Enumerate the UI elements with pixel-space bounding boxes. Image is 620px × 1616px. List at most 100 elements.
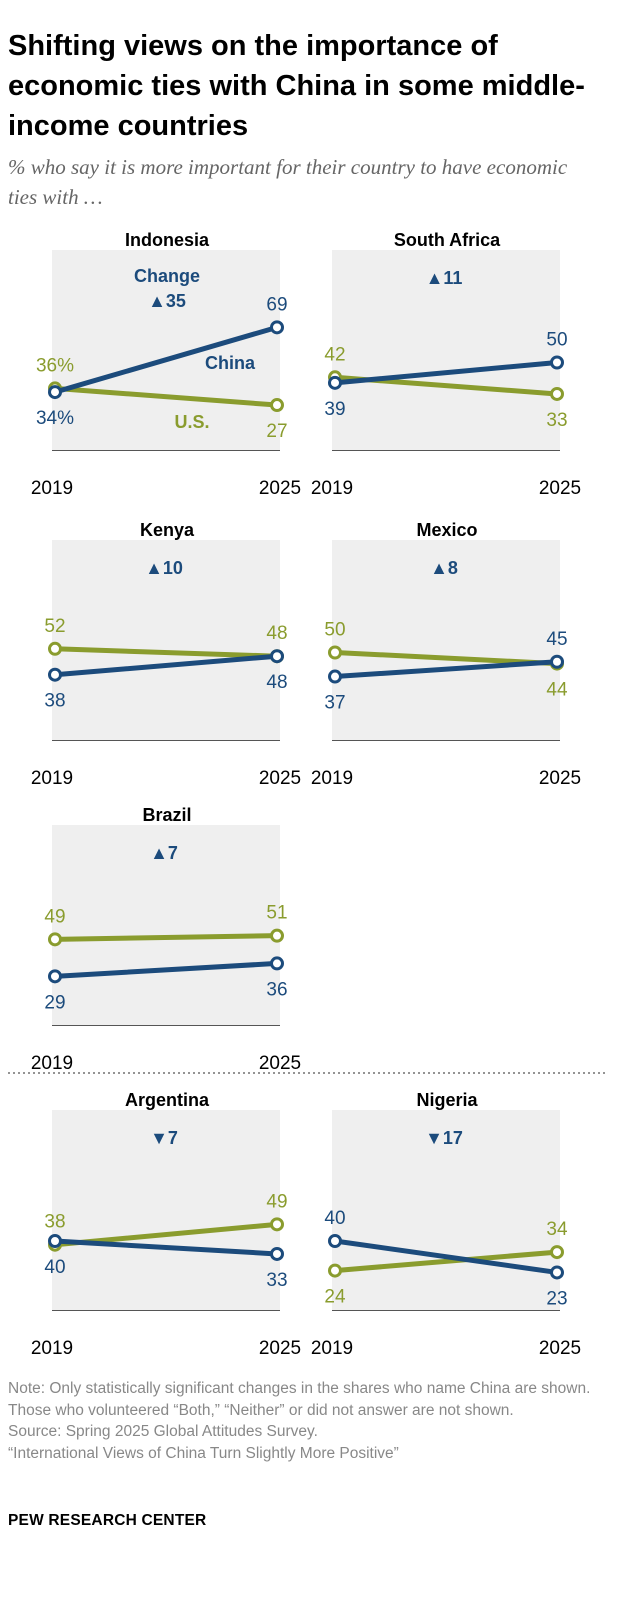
change-value: ▲10 (145, 558, 183, 578)
china-point (270, 956, 284, 971)
data-label: 45 (546, 629, 567, 650)
china-point (328, 669, 342, 684)
x-tick-label: 2025 (259, 1338, 301, 1359)
panel-title: Indonesia (125, 230, 210, 250)
panel-background (52, 825, 280, 1025)
china-point (550, 654, 564, 669)
data-label: 36 (266, 979, 287, 1000)
data-label: 40 (324, 1208, 345, 1229)
chart-subtitle: % who say it is more important for their… (8, 155, 568, 209)
china-point (328, 375, 342, 390)
us-series-line (332, 1249, 560, 1274)
data-label: 69 (266, 294, 287, 315)
data-label: 52 (44, 616, 65, 637)
x-tick-label: 2019 (311, 1338, 353, 1359)
china-series-line (52, 653, 280, 678)
panel-background (52, 1110, 280, 1310)
brand-logo-text: PEW RESEARCH CENTER (8, 1512, 207, 1529)
china-series-line (52, 1238, 280, 1257)
china-series-line (332, 659, 560, 680)
chart-panel-mexico: Mexico ▲8 2019 2025 50 44 37 45 (311, 520, 581, 789)
data-label: 40 (44, 1257, 65, 1278)
data-label: 33 (266, 1270, 287, 1291)
data-label: 34% (36, 408, 74, 429)
us-series-line (52, 646, 280, 659)
china-point (48, 385, 62, 400)
chart-title: Shifting views on the importance of econ… (8, 30, 585, 142)
panel-title: Nigeria (416, 1090, 478, 1110)
data-label: 38 (44, 1212, 65, 1233)
us-point (550, 1245, 564, 1260)
change-label: Change (134, 266, 200, 286)
data-label: 34 (546, 1219, 568, 1240)
panel-background (332, 250, 560, 450)
series-label-china: China (205, 353, 256, 373)
change-value: ▼17 (425, 1128, 463, 1148)
us-point (48, 641, 62, 656)
us-series-line (52, 933, 280, 942)
china-point (270, 649, 284, 664)
x-tick-label: 2019 (31, 768, 73, 789)
x-tick-label: 2025 (539, 1338, 581, 1359)
panel-background (332, 540, 560, 740)
x-tick-label: 2025 (259, 768, 301, 789)
data-label: 29 (44, 992, 65, 1013)
us-series-line (52, 385, 280, 408)
data-label: 37 (324, 693, 345, 714)
data-label: 27 (266, 421, 287, 442)
x-tick-label: 2025 (259, 478, 301, 499)
change-value: ▲35 (148, 291, 186, 311)
data-label: 49 (266, 1191, 287, 1212)
panel-title: Mexico (416, 520, 477, 540)
china-point (270, 320, 284, 335)
china-point (48, 1234, 62, 1248)
data-label: 49 (44, 906, 65, 927)
change-value: ▲7 (150, 843, 178, 863)
us-point (328, 1263, 342, 1278)
x-tick-label: 2025 (539, 478, 581, 499)
data-label: 44 (546, 680, 568, 701)
x-tick-label: 2019 (31, 1053, 73, 1074)
panel-title: Kenya (140, 520, 195, 540)
data-label: 51 (266, 903, 287, 924)
us-point (270, 1217, 284, 1232)
panel-background (52, 540, 280, 740)
data-label: 50 (546, 330, 567, 351)
china-point (270, 1246, 284, 1261)
china-point (328, 1234, 342, 1248)
x-tick-label: 2025 (259, 1053, 301, 1074)
us-point (48, 932, 62, 947)
data-label: 48 (266, 672, 287, 693)
panel-title: South Africa (394, 230, 501, 250)
panel-background (52, 250, 280, 450)
data-label: 36% (36, 355, 74, 376)
china-point (48, 969, 62, 984)
us-point (270, 928, 284, 943)
note-text: Note: Only statistically significant cha… (8, 1380, 591, 1419)
data-label: 23 (546, 1288, 567, 1309)
data-label: 39 (324, 399, 345, 420)
notes-block: Note: Only statistically significant cha… (8, 1378, 608, 1464)
china-point (550, 1265, 564, 1280)
data-label: 50 (324, 620, 345, 641)
chart-panel-kenya: Kenya ▲10 2019 2025 52 48 38 48 (31, 520, 301, 789)
x-tick-label: 2019 (31, 1338, 73, 1359)
chart-panel-south-africa: South Africa ▲11 2019 2025 42 33 39 50 (311, 230, 581, 499)
us-point (550, 386, 564, 401)
china-series-line (332, 1238, 560, 1275)
x-tick-label: 2019 (311, 768, 353, 789)
panel-title: Brazil (142, 805, 191, 825)
source-text: Source: Spring 2025 Global Attitudes Sur… (8, 1423, 318, 1440)
panel-title: Argentina (125, 1090, 210, 1110)
data-label: 42 (324, 344, 345, 365)
chart-panel-brazil: Brazil ▲7 2019 2025 49 51 29 36 (31, 805, 301, 1074)
x-tick-label: 2019 (31, 478, 73, 499)
panel-background (332, 1110, 560, 1310)
china-series-line (52, 324, 280, 395)
china-point (550, 355, 564, 370)
us-point (328, 645, 342, 660)
data-label: 33 (546, 410, 567, 431)
china-series-line (52, 960, 280, 979)
us-point (270, 398, 284, 413)
